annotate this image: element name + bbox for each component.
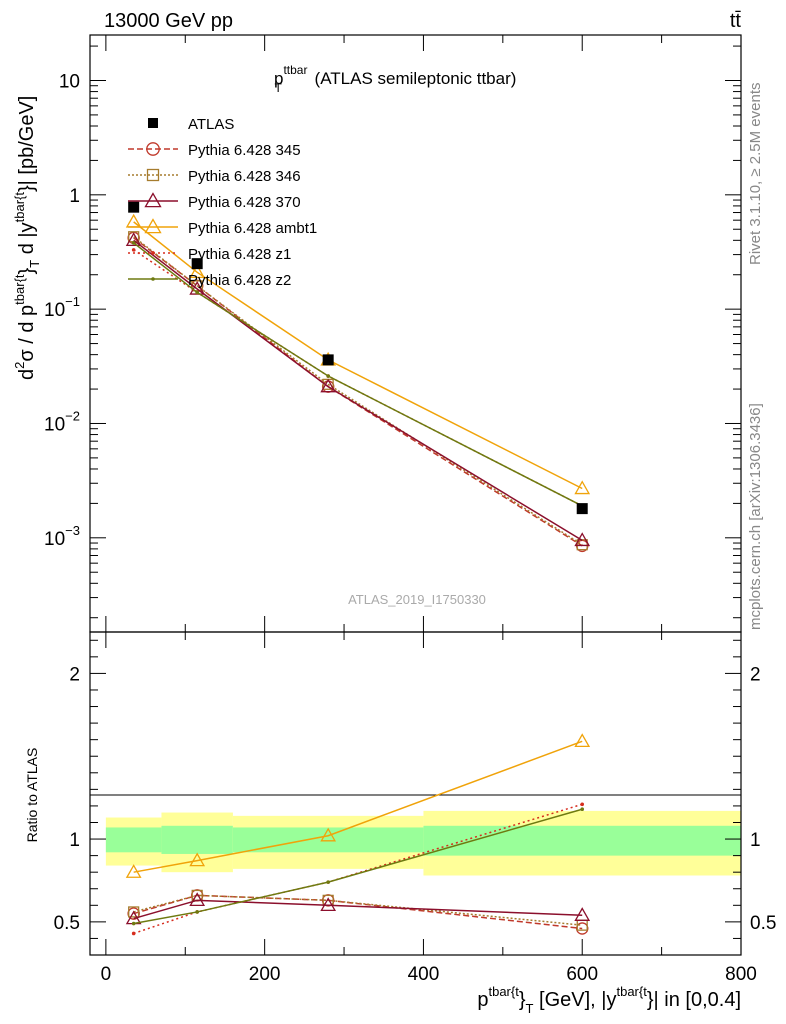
atlas-data-point	[128, 201, 140, 213]
legend-label: Pythia 6.428 345	[188, 142, 301, 159]
x-tick-label: 0	[101, 964, 112, 985]
ratio-y-tick-label-right: 0.5	[750, 913, 776, 934]
legend-label-atlas: ATLAS	[188, 116, 234, 133]
ratio-series-pythia-6-428-z2	[131, 807, 585, 926]
ratio-y-tick-label: 1	[69, 830, 80, 851]
ratio-plot-frame	[89, 631, 742, 956]
legend-item-pythia-6-428-ambt1: Pythia 6.428 ambt1	[128, 218, 317, 237]
series-point	[189, 264, 206, 279]
atlas-data-point	[576, 503, 588, 515]
ratio-panel: 0.5 0.5 1 1 2 2 0 200 400 600 800 Ratio to ATLAS p…	[24, 631, 776, 1016]
ratio-series-point	[189, 892, 206, 907]
legend-marker	[144, 192, 162, 208]
legend-marker	[151, 277, 155, 281]
legend-label: Pythia 6.428 370	[188, 194, 301, 211]
stat-uncertainty-band	[161, 825, 233, 854]
series-point	[125, 232, 142, 247]
stat-uncertainty-band	[423, 825, 741, 856]
x-axis-label: ptbar{t}T [GeV], |ytbar{t}| in [0,0.4]	[477, 984, 741, 1016]
x-tick-label: 800	[725, 964, 757, 985]
main-y-tick-label: 10	[59, 71, 80, 92]
legend: ATLAS Pythia 6.428 345 Pythia 6.428 346 Py…	[128, 116, 317, 289]
main-y-ticks: 10 1 10−1 10−2 10−3	[44, 35, 742, 632]
ratio-series	[125, 733, 591, 936]
x-tick-label: 400	[408, 964, 440, 985]
x-tick-label: 200	[249, 964, 281, 985]
legend-item-pythia-6-428-370: Pythia 6.428 370	[128, 192, 301, 211]
mcplots-label: mcplots.cern.ch [arXiv:1306.3436]	[747, 403, 764, 630]
legend-marker	[146, 142, 160, 156]
atlas-data-point	[191, 258, 203, 270]
header-left-label: 13000 GeV pp	[104, 10, 233, 32]
legend-marker	[151, 251, 155, 255]
ratio-series-point	[326, 880, 330, 884]
legend-label: Pythia 6.428 346	[188, 168, 301, 185]
ratio-series-point	[574, 733, 591, 748]
ratio-series-line	[133, 894, 583, 930]
ratio-series-point	[189, 852, 206, 867]
atlas-data-point	[322, 354, 334, 366]
x-tick-label: 600	[566, 964, 598, 985]
series-point	[131, 241, 136, 245]
ratio-series-point	[580, 802, 585, 807]
ratio-series-point	[320, 897, 337, 912]
legend-item-pythia-6-428-346: Pythia 6.428 346	[128, 168, 301, 185]
series-point	[574, 532, 591, 547]
ratio-series-point	[128, 906, 140, 918]
legend-label: Pythia 6.428 z2	[188, 272, 291, 289]
ratio-series-line	[133, 808, 583, 925]
main-y-axis-label: d2σ / d ptbar{t}T d |ytbar{t}| [pb/GeV]	[12, 96, 42, 380]
uncertainty-bands	[105, 810, 741, 876]
main-series	[125, 213, 591, 553]
ratio-y-tick-label-right: 1	[750, 830, 761, 851]
ratio-series-point	[195, 910, 199, 914]
ratio-series-point	[580, 807, 585, 812]
series-point	[574, 480, 591, 495]
legend-label: Pythia 6.428 ambt1	[188, 220, 317, 237]
ratio-series-point	[574, 907, 591, 921]
legend-label: Pythia 6.428 z1	[188, 246, 291, 263]
series-line	[133, 242, 583, 507]
series-point	[320, 378, 337, 393]
main-y-tick-label: 10−3	[44, 523, 80, 550]
main-y-tick-label: 10−1	[44, 294, 80, 321]
legend-marker	[146, 168, 160, 182]
legend-item-pythia-6-428-345: Pythia 6.428 345	[128, 142, 301, 159]
series-point	[131, 248, 136, 252]
rivet-label: Rivet 3.1.10, ≥ 2.5M events	[747, 83, 764, 266]
ratio-series-point	[125, 864, 142, 878]
legend-item-pythia-6-428-z2: Pythia 6.428 z2	[128, 272, 291, 289]
ratio-series-point	[131, 931, 136, 936]
ratio-series-pythia-6-428-ambt1	[125, 733, 591, 878]
legend-marker-atlas	[148, 118, 158, 128]
legend-marker	[144, 218, 162, 234]
series-line	[133, 239, 583, 541]
ratio-series-line	[133, 899, 583, 920]
ratio-series-line	[133, 740, 583, 873]
main-y-tick-label: 10−2	[44, 408, 80, 435]
series-point	[326, 374, 330, 378]
ratio-axis-ticks: 0.5 0.5 1 1 2 2 0 200 400 600 800	[54, 632, 776, 985]
analysis-watermark: ATLAS_2019_I1750330	[348, 592, 486, 607]
ratio-series-point	[131, 921, 136, 926]
main-y-tick-label: 1	[69, 186, 80, 207]
header-right-label: tt̄	[730, 10, 742, 32]
series-pythia-6-428-z2	[131, 241, 585, 508]
stat-uncertainty-band	[105, 827, 162, 853]
series-line	[133, 221, 583, 490]
ratio-y-axis-label: Ratio to ATLAS	[24, 748, 40, 843]
series-pythia-6-428-370	[125, 232, 591, 547]
ratio-series-line	[133, 894, 583, 926]
main-panel: 10 1 10−1 10−2 10−3 ATLAS_2019_I1750330 pttb…	[12, 34, 742, 633]
ratio-y-tick-label-right: 2	[750, 664, 761, 685]
atlas-data-points	[128, 201, 588, 515]
ratio-y-tick-label: 2	[69, 664, 80, 685]
plot-title: pttbar T (ATLAS semileptonic ttbar)	[274, 63, 516, 95]
ratio-series-point	[320, 827, 337, 842]
legend-item-pythia-6-428-z1: Pythia 6.428 z1	[128, 246, 291, 263]
ratio-y-tick-label: 0.5	[54, 913, 80, 934]
series-point	[195, 290, 199, 295]
series-line	[133, 236, 583, 546]
